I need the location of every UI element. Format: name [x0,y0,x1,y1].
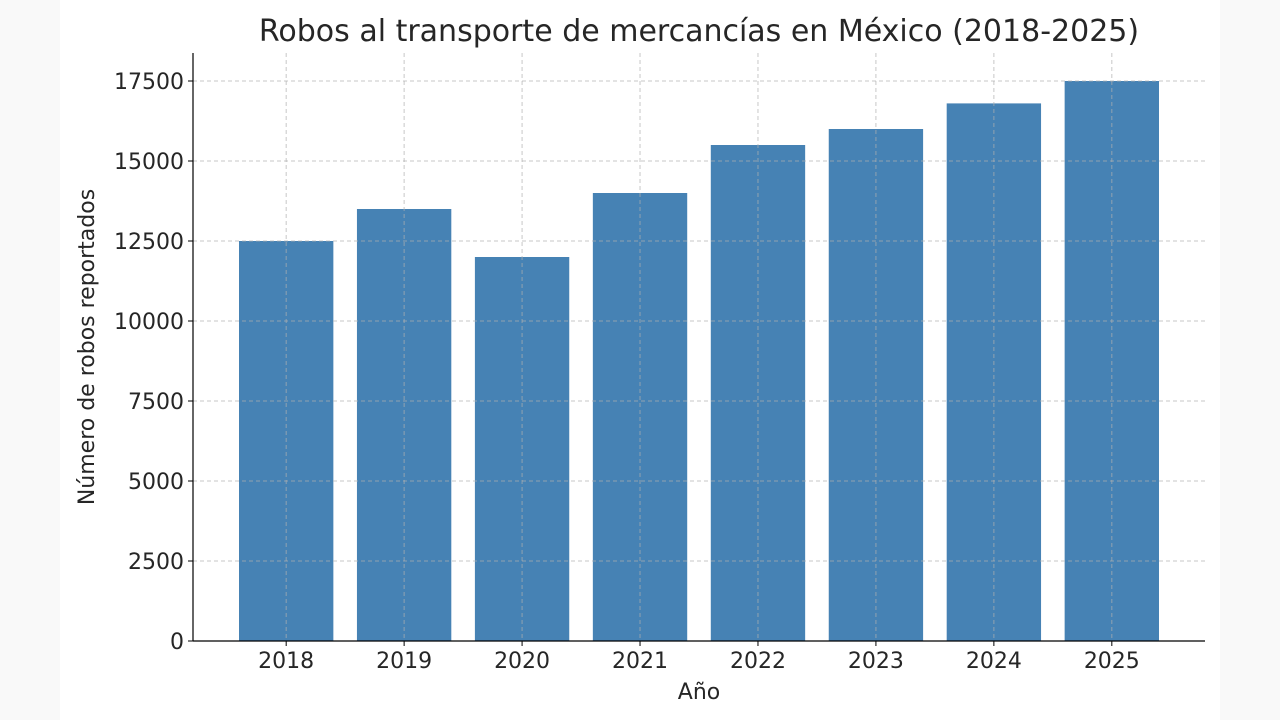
x-tick-label: 2022 [730,649,786,674]
x-tick-label: 2020 [494,649,550,674]
x-tick-label: 2018 [258,649,314,674]
y-tick-label: 7500 [128,390,184,415]
x-tick-label: 2025 [1084,649,1140,674]
y-tick-label: 17500 [114,70,184,95]
x-tick-label: 2019 [376,649,432,674]
y-axis-label: Número de robos reportados [75,189,100,505]
x-tick-label: 2023 [848,649,904,674]
x-tick-label: 2024 [966,649,1022,674]
x-tick-label: 2021 [612,649,668,674]
y-tick-label: 2500 [128,550,184,575]
y-tick-label: 15000 [114,150,184,175]
y-tick-label: 0 [170,630,184,655]
y-tick-label: 12500 [114,230,184,255]
y-tick-label: 5000 [128,470,184,495]
chart-title: Robos al transporte de mercancías en Méx… [259,14,1139,49]
x-axis-label: Año [678,680,720,705]
y-tick-label: 10000 [114,310,184,335]
